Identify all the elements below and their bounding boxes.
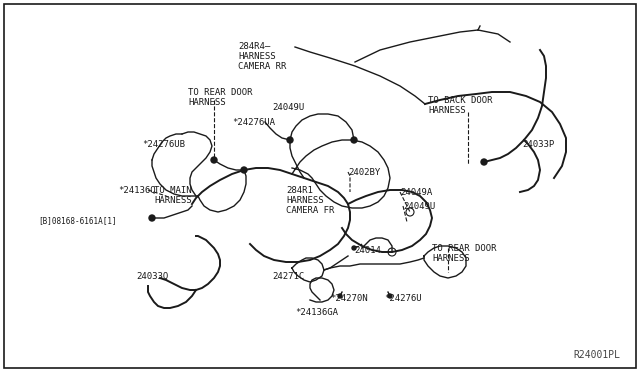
Text: 24049U: 24049U <box>272 103 304 112</box>
Text: 24014: 24014 <box>354 246 381 255</box>
Text: *24276U: *24276U <box>384 294 422 303</box>
Text: 24033Q: 24033Q <box>136 272 168 281</box>
Circle shape <box>287 137 293 143</box>
Text: TO MAIN: TO MAIN <box>154 186 191 195</box>
Circle shape <box>211 157 217 163</box>
Text: [B]08168-6161A[1]: [B]08168-6161A[1] <box>38 216 116 225</box>
Text: HARNESS: HARNESS <box>154 196 191 205</box>
Circle shape <box>351 137 357 143</box>
Text: 24049U: 24049U <box>403 202 435 211</box>
Circle shape <box>338 294 342 298</box>
Circle shape <box>481 159 487 165</box>
Text: *24270N: *24270N <box>330 294 367 303</box>
Text: HARNESS: HARNESS <box>428 106 466 115</box>
Circle shape <box>241 167 247 173</box>
Text: HARNESS: HARNESS <box>188 98 226 107</box>
Text: *24276UB: *24276UB <box>142 140 185 149</box>
Text: 2402BY: 2402BY <box>348 168 380 177</box>
Text: HARNESS: HARNESS <box>238 52 276 61</box>
Text: 24271C: 24271C <box>272 272 304 281</box>
Text: 24033P: 24033P <box>522 140 554 149</box>
Text: TO BACK DOOR: TO BACK DOOR <box>428 96 493 105</box>
Text: *24276UA: *24276UA <box>232 118 275 127</box>
Text: CAMERA FR: CAMERA FR <box>286 206 334 215</box>
Text: TO REAR DOOR: TO REAR DOOR <box>432 244 497 253</box>
Circle shape <box>352 246 356 250</box>
Text: HARNESS: HARNESS <box>286 196 324 205</box>
Text: HARNESS: HARNESS <box>432 254 470 263</box>
Text: 284R1: 284R1 <box>286 186 313 195</box>
Text: 284R4—: 284R4— <box>238 42 270 51</box>
Circle shape <box>388 294 392 298</box>
Text: TO REAR DOOR: TO REAR DOOR <box>188 88 253 97</box>
Circle shape <box>149 215 155 221</box>
Text: *24136GA: *24136GA <box>295 308 338 317</box>
Text: CAMERA RR: CAMERA RR <box>238 62 286 71</box>
Text: R24001PL: R24001PL <box>573 350 620 360</box>
Text: 24049A: 24049A <box>400 188 432 197</box>
Text: *24136Q: *24136Q <box>118 186 156 195</box>
